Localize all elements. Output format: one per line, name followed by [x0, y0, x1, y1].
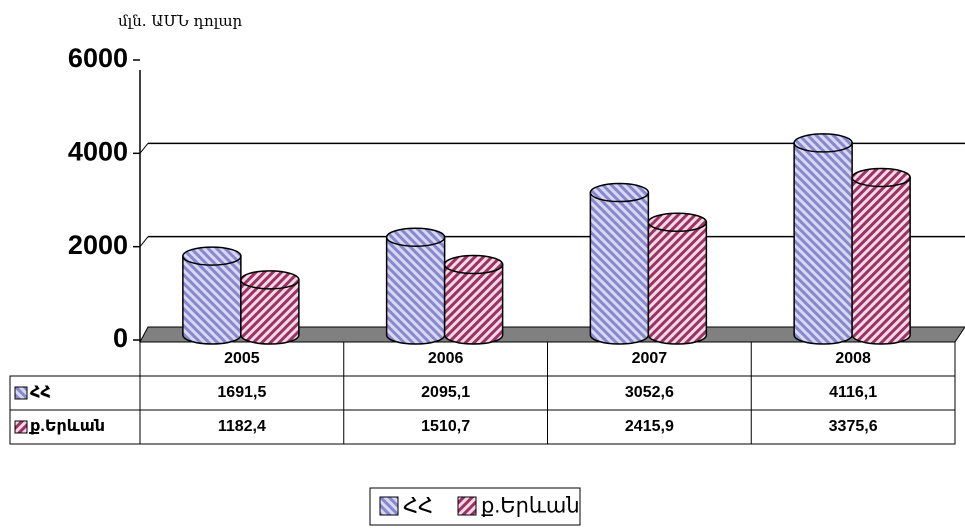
series-label: ՀՀ: [30, 384, 51, 401]
data-label: 1182,4: [218, 418, 266, 435]
data-label: 2415,9: [625, 418, 674, 435]
legend-key: [14, 386, 28, 400]
x-tick-label: 2005: [224, 350, 260, 367]
data-label: 2095,1: [421, 384, 470, 401]
axis-label: մլն. ԱՄՆ դոլար: [118, 12, 243, 30]
y-tick-label: 6000: [68, 43, 128, 73]
legend-key: [14, 420, 28, 434]
data-label: 3052,6: [625, 384, 674, 401]
data-label: 3375,6: [829, 418, 878, 435]
bar: [385, 227, 446, 345]
bar-body: [385, 236, 446, 345]
bar-top: [647, 212, 708, 233]
legend-swatch: [379, 496, 399, 516]
data-label: 1510,7: [421, 418, 470, 435]
bar-body: [851, 176, 911, 345]
y-tick-label: 0: [113, 323, 128, 353]
y-tick-label: 4000: [68, 136, 128, 166]
legend-label: ՀՀ: [403, 495, 433, 518]
bar-body: [647, 221, 708, 345]
bar-body: [240, 279, 300, 345]
x-tick-label: 2006: [428, 350, 464, 367]
data-label: 4116,1: [829, 384, 877, 401]
bar: [589, 182, 650, 345]
y-tick-label: 2000: [68, 230, 128, 260]
series-label: ք.Երևան: [29, 418, 105, 435]
bar-top: [793, 133, 853, 153]
bar-top: [385, 227, 446, 247]
bar: [443, 254, 504, 345]
data-label: 1691,5: [217, 384, 266, 401]
bar-body: [793, 142, 853, 345]
bar-top: [240, 270, 300, 290]
x-tick-label: 2007: [632, 350, 668, 367]
bar-top: [443, 254, 504, 275]
bar: [793, 133, 853, 345]
bar: [851, 167, 911, 345]
bar: [182, 246, 242, 345]
grid-line: [139, 143, 149, 154]
bar-top: [589, 182, 650, 203]
bar-body: [589, 191, 650, 345]
x-tick-label: 2008: [835, 350, 871, 367]
bar-body: [443, 263, 504, 345]
bar: [647, 212, 708, 345]
bar-top: [182, 246, 242, 266]
legend-swatch: [457, 496, 477, 516]
bar-body: [182, 255, 242, 345]
bar: [240, 270, 300, 345]
grid-line: [139, 236, 149, 247]
bar-top: [851, 167, 911, 188]
legend-label: ք.Երևան: [481, 495, 580, 518]
